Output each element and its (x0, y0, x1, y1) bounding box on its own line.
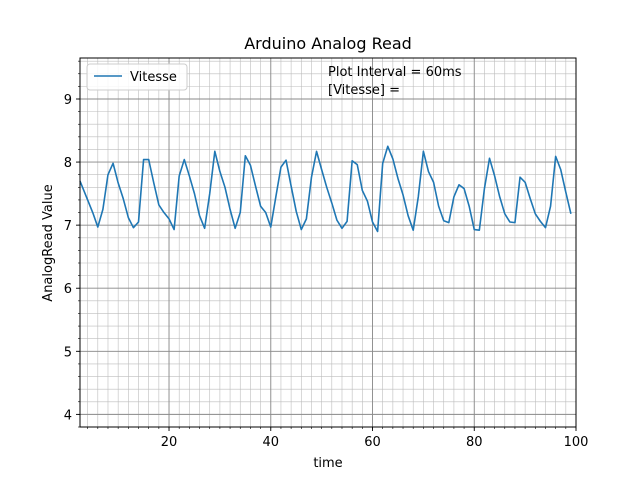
y-tick-label: 5 (64, 345, 72, 360)
y-tick-label: 7 (64, 219, 72, 234)
y-tick-label: 9 (64, 93, 72, 108)
plot-area-frame (79, 57, 577, 428)
x-tick-label: 20 (161, 435, 178, 450)
x-tick-label: 100 (564, 435, 589, 450)
legend-box (86, 63, 188, 91)
legend: Vitesse (86, 63, 188, 91)
plot-interval-annotation: Plot Interval = 60ms (328, 65, 462, 80)
x-tick-label: 80 (466, 435, 483, 450)
y-tick-label: 8 (64, 156, 72, 171)
series-line-vitesse (79, 145, 572, 233)
series-layer (79, 145, 572, 233)
legend-label-vitesse: Vitesse (130, 70, 177, 85)
y-tick-label: 6 (64, 282, 72, 297)
y-axis-label: AnalogRead Value (41, 184, 56, 301)
x-tick-label: 40 (262, 435, 279, 450)
y-tick-label: 4 (64, 408, 72, 423)
tick-labels: 20 40 60 80 100 4 5 6 7 8 9 (64, 93, 589, 450)
chart-title: Arduino Analog Read (244, 34, 412, 53)
vitesse-value-annotation: [Vitesse] = (328, 83, 400, 98)
x-axis-label: time (313, 456, 342, 471)
minor-gridlines (80, 58, 577, 428)
major-gridlines (80, 58, 577, 427)
x-tick-label: 60 (364, 435, 381, 450)
axis-ticks (76, 60, 577, 431)
